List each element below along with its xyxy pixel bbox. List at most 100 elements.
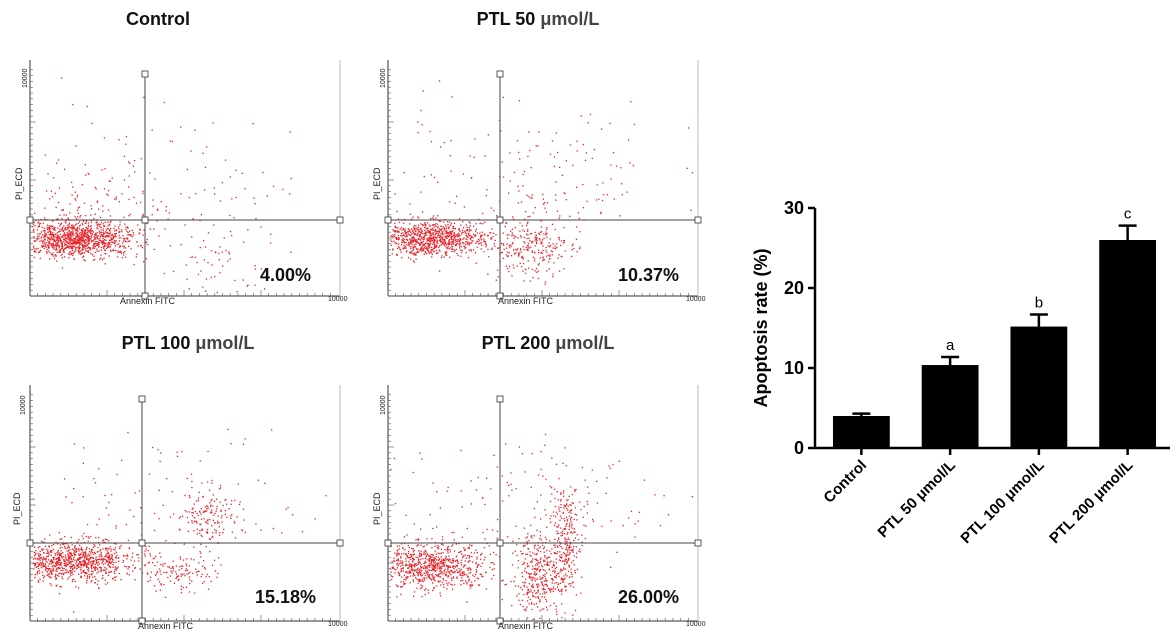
event-dot — [91, 221, 92, 222]
event-dot — [415, 246, 416, 247]
event-dot — [149, 562, 150, 563]
event-dot — [447, 569, 448, 570]
event-dot — [230, 231, 231, 232]
event-dot — [105, 548, 106, 549]
event-dot — [413, 559, 414, 560]
event-dot — [450, 225, 451, 226]
event-dot — [523, 246, 524, 247]
gate-handle — [27, 540, 33, 546]
event-dot — [519, 100, 520, 101]
event-dot — [523, 263, 524, 264]
event-dot — [261, 227, 262, 228]
event-dot — [442, 582, 443, 583]
event-dot — [583, 207, 584, 208]
event-dot — [87, 575, 88, 576]
event-dot — [120, 237, 121, 238]
event-dot — [78, 243, 79, 244]
event-dot — [449, 247, 450, 248]
event-dot — [68, 243, 69, 244]
event-dot — [104, 569, 105, 570]
event-dot — [526, 225, 527, 226]
event-dot — [170, 517, 171, 518]
event-dot — [463, 583, 464, 584]
event-dot — [431, 229, 432, 230]
event-dot — [162, 564, 163, 565]
event-dot — [421, 124, 422, 125]
event-dot — [527, 231, 528, 232]
event-dot — [66, 214, 67, 215]
event-dot — [77, 210, 78, 211]
event-dot — [472, 575, 473, 576]
event-dot — [458, 233, 459, 234]
event-dot — [223, 505, 224, 506]
event-dot — [395, 193, 396, 194]
event-dot — [82, 245, 83, 246]
event-dot — [99, 231, 100, 232]
event-dot — [198, 274, 199, 275]
event-dot — [197, 533, 198, 534]
event-dot — [72, 565, 73, 566]
event-dot — [450, 171, 451, 172]
event-dot — [281, 532, 282, 533]
event-dot — [476, 229, 477, 230]
event-dot — [443, 565, 444, 566]
event-dot — [443, 579, 444, 580]
event-dot — [88, 231, 89, 232]
event-dot — [57, 232, 58, 233]
event-dot — [481, 235, 482, 236]
event-dot — [86, 565, 87, 566]
event-dot — [87, 239, 88, 240]
event-dot — [484, 538, 485, 539]
event-dot — [582, 184, 583, 185]
event-dot — [532, 194, 533, 195]
event-dot — [113, 578, 114, 579]
event-dot — [73, 253, 74, 254]
event-dot — [39, 579, 40, 580]
event-dot — [534, 232, 535, 233]
event-dot — [447, 552, 448, 553]
event-dot — [607, 194, 608, 195]
event-dot — [546, 601, 547, 602]
event-dot — [204, 518, 205, 519]
event-dot — [414, 591, 415, 592]
event-dot — [119, 573, 120, 574]
event-dot — [51, 574, 52, 575]
event-dot — [449, 232, 450, 233]
event-dot — [390, 568, 391, 569]
event-dot — [120, 221, 121, 222]
event-dot — [79, 554, 80, 555]
event-dot — [98, 571, 99, 572]
event-dot — [155, 591, 156, 592]
event-dot — [198, 500, 199, 501]
event-dot — [107, 225, 108, 226]
event-dot — [104, 495, 105, 496]
event-dot — [456, 577, 457, 578]
event-dot — [458, 234, 459, 235]
event-dot — [443, 222, 444, 223]
event-dot — [468, 257, 469, 258]
event-dot — [43, 566, 44, 567]
event-dot — [326, 495, 327, 496]
event-dot — [157, 562, 158, 563]
event-dot — [525, 537, 526, 538]
event-dot — [62, 257, 63, 258]
event-dot — [110, 546, 111, 547]
event-dot — [71, 564, 72, 565]
event-dot — [227, 261, 228, 262]
event-dot — [443, 560, 444, 561]
event-dot — [430, 235, 431, 236]
event-dot — [418, 229, 419, 230]
event-dot — [54, 234, 55, 235]
event-dot — [87, 251, 88, 252]
event-dot — [576, 226, 577, 227]
event-dot — [490, 562, 491, 563]
event-dot — [65, 556, 66, 557]
event-dot — [69, 223, 70, 224]
event-dot — [153, 206, 154, 207]
event-dot — [476, 241, 477, 242]
event-dot — [413, 237, 414, 238]
event-dot — [422, 558, 423, 559]
event-dot — [450, 570, 451, 571]
event-dot — [413, 569, 414, 570]
event-dot — [50, 583, 51, 584]
